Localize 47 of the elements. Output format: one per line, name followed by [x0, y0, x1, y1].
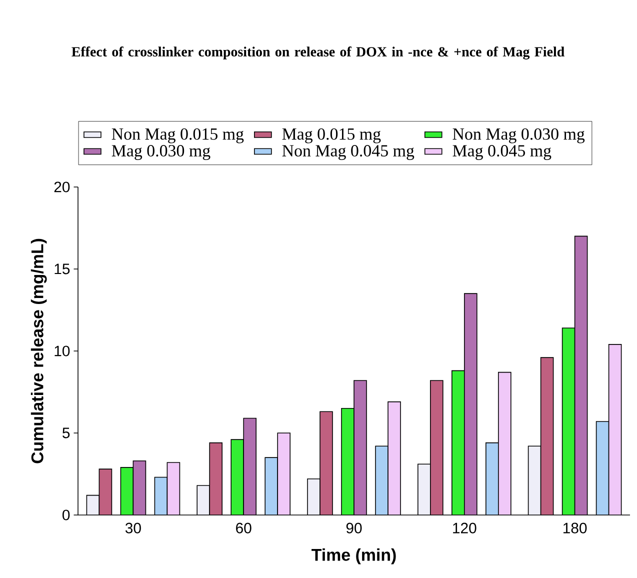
- legend-label: Non Mag 0.030 mg: [452, 128, 585, 144]
- bar: [418, 464, 430, 515]
- bar: [278, 432, 290, 515]
- bar: [244, 418, 256, 515]
- legend-label: Mag 0.030 mg: [112, 145, 210, 160]
- bar: [464, 294, 477, 515]
- bar: [608, 344, 622, 515]
- legend-label: Mag 0.015 mg: [282, 128, 381, 144]
- bar: [498, 372, 511, 515]
- bar: [376, 446, 388, 515]
- bar: [452, 370, 464, 515]
- x-tick-label: 180: [563, 522, 587, 534]
- bar: [133, 460, 146, 515]
- y-tick-label: 5: [62, 428, 70, 438]
- x-axis-title: Time (min): [312, 548, 396, 564]
- bar: [120, 467, 134, 515]
- legend-label: Non Mag 0.045 mg: [282, 145, 414, 160]
- x-tick-label: 90: [346, 522, 362, 534]
- bar: [231, 440, 244, 515]
- bar: [320, 412, 333, 515]
- bar: [486, 442, 498, 515]
- y-tick-label: 20: [54, 182, 70, 192]
- bar: [596, 421, 610, 515]
- bar: [528, 446, 542, 515]
- bar: [210, 442, 222, 515]
- legend-label: Mag 0.045 mg: [452, 145, 552, 160]
- y-tick-label: 15: [54, 264, 70, 274]
- y-tick-label: 0: [62, 510, 70, 520]
- bar: [388, 402, 401, 515]
- chart-title: Effect of crosslinker composition on release of DOX in -nce & +nce of Mag Field: [72, 46, 564, 60]
- bar: [154, 477, 168, 515]
- x-tick-label: 60: [236, 522, 252, 534]
- bar: [562, 328, 576, 515]
- y-tick-label: 10: [54, 346, 70, 356]
- x-tick-label: 120: [453, 522, 476, 534]
- bar: [265, 458, 278, 515]
- x-tick-label: 30: [125, 522, 141, 534]
- bar: [540, 357, 554, 515]
- bar: [574, 236, 588, 515]
- y-axis-title: Cumulative release (mg/mL): [30, 238, 47, 464]
- bar: [167, 462, 180, 515]
- bar: [354, 380, 367, 515]
- bar: [342, 408, 354, 515]
- bar: [86, 495, 100, 515]
- bar: [99, 469, 112, 515]
- legend-label: Non Mag 0.015 mg: [112, 128, 244, 144]
- bar: [430, 380, 443, 515]
